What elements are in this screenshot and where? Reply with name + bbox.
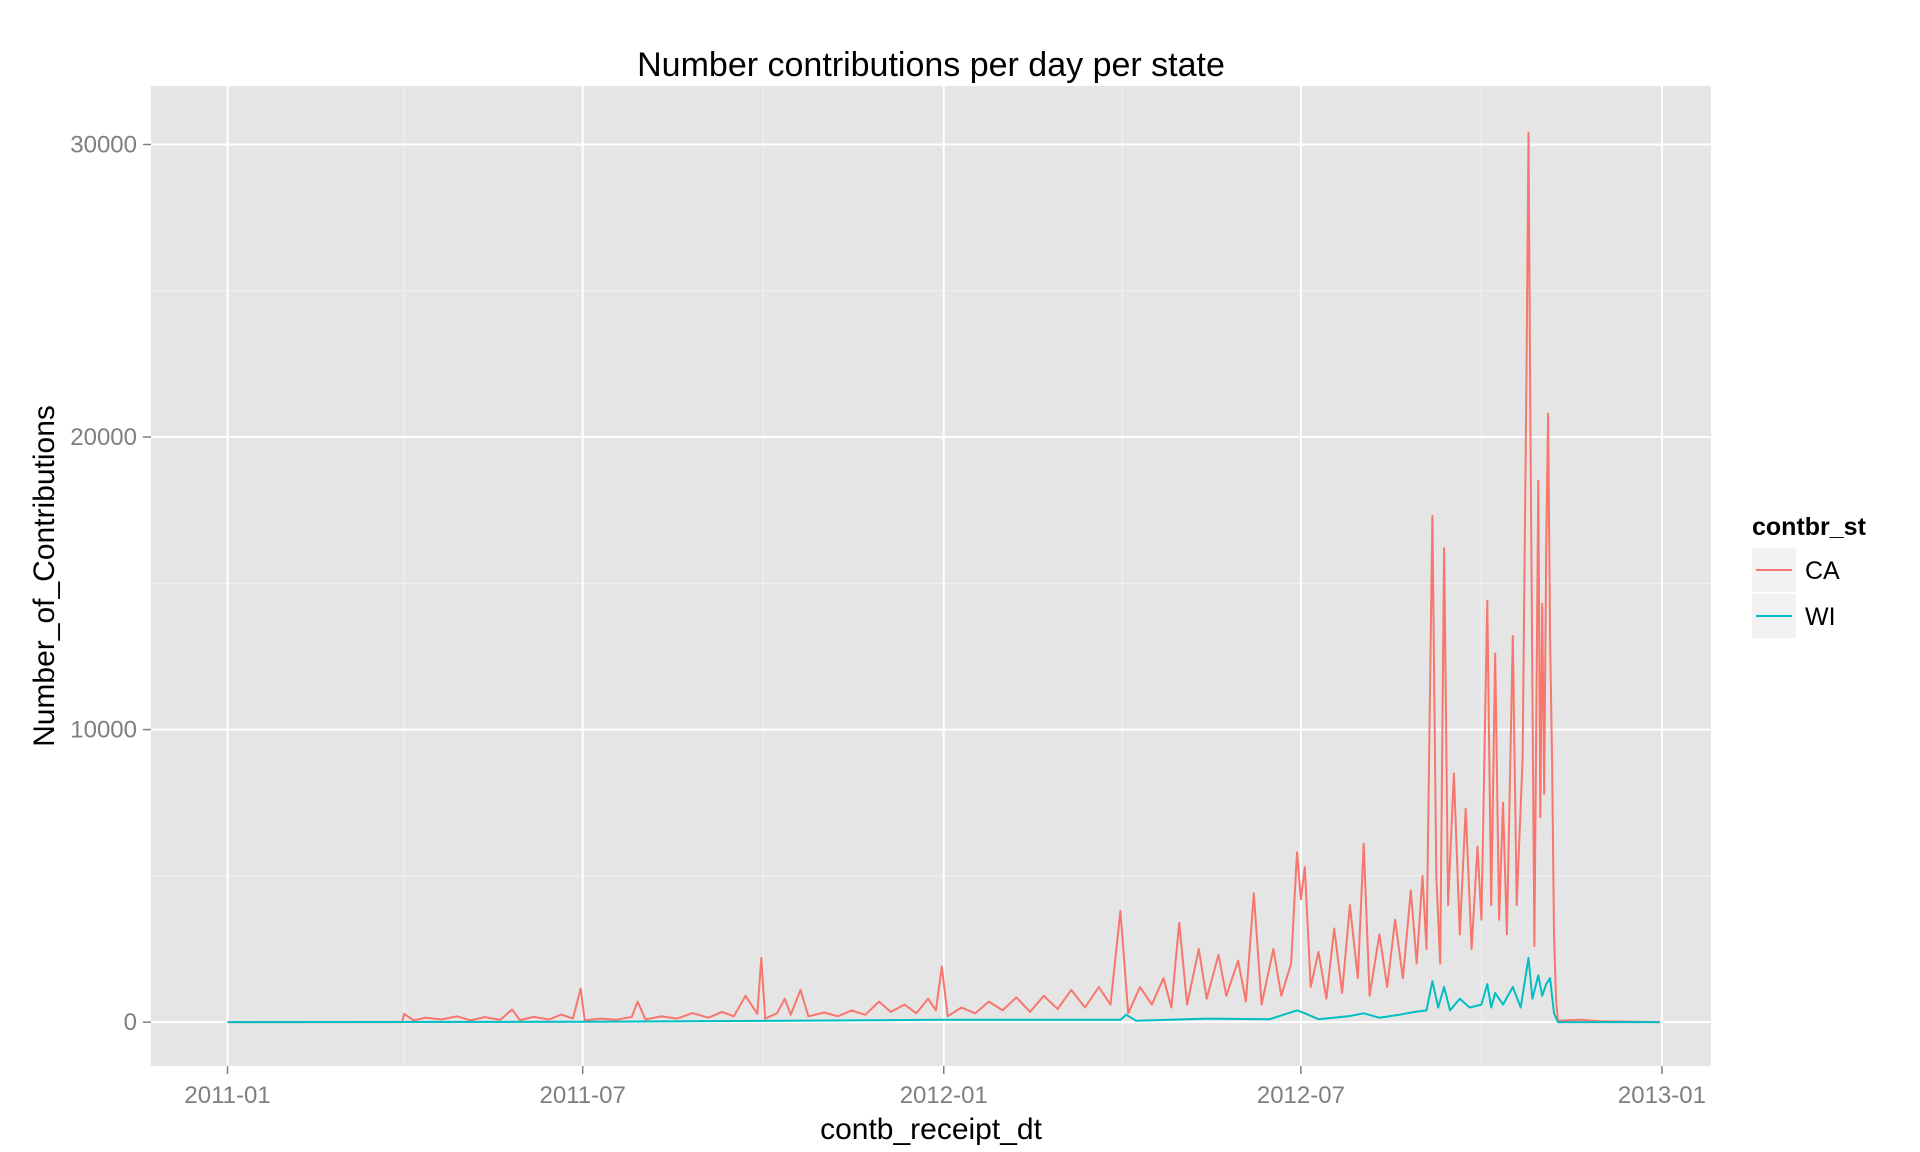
minor-grid — [151, 86, 1711, 1066]
x-axis: 2011-01 2011-07 2012-01 2012-07 2013-01 — [184, 1066, 1706, 1109]
chart-title: Number contributions per day per state — [637, 46, 1225, 84]
x-tick-label: 2011-01 — [184, 1082, 270, 1109]
y-tick-label: 20000 — [70, 424, 137, 451]
y-tick-label: 30000 — [70, 132, 137, 159]
legend-label-ca: CA — [1805, 557, 1840, 585]
major-grid — [151, 86, 1711, 1066]
legend-label-wi: WI — [1805, 603, 1836, 631]
y-axis-title: Number_of_Contributions — [28, 405, 61, 747]
series-layer — [227, 131, 1661, 1024]
series-line-wi — [227, 956, 1660, 1024]
x-tick-label: 2012-01 — [900, 1082, 988, 1109]
x-tick-label: 2013-01 — [1618, 1082, 1706, 1109]
y-tick-label: 0 — [124, 1009, 137, 1036]
plot-panel — [151, 86, 1711, 1066]
x-tick-label: 2012-07 — [1257, 1082, 1345, 1109]
legend-title: contbr_st — [1752, 513, 1867, 541]
y-axis: 0 10000 20000 30000 — [70, 132, 151, 1036]
x-tick-label: 2011-07 — [540, 1082, 626, 1109]
x-axis-title: contb_receipt_dt — [820, 1113, 1042, 1146]
series-line-ca — [227, 131, 1661, 1024]
legend: contbr_st CA WI — [1752, 513, 1867, 638]
y-tick-label: 10000 — [70, 717, 137, 744]
